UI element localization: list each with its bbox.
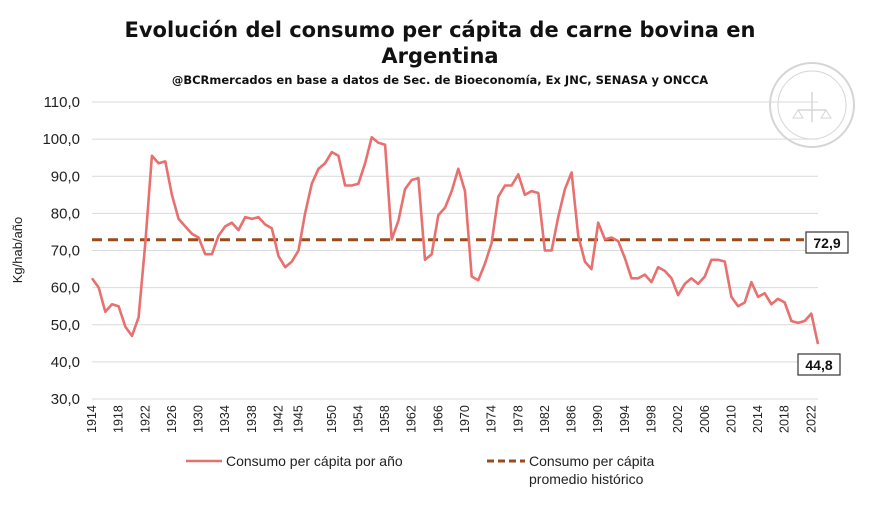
y-tick-label: 90,0 — [51, 168, 80, 185]
x-tick-label: 1970 — [458, 405, 472, 433]
legend-item-average-line1: Consumo per cápita — [529, 453, 655, 469]
x-tick-label: 1962 — [405, 405, 419, 433]
x-tick-label: 2010 — [724, 405, 738, 433]
x-tick-label: 1930 — [192, 405, 206, 433]
y-axis-label: Kg/hab/año — [10, 217, 25, 284]
legend-item-series: Consumo per cápita por año — [226, 453, 403, 469]
x-tick-label: 1982 — [538, 405, 552, 433]
x-tick-label: 1918 — [112, 405, 126, 433]
x-tick-label: 2006 — [698, 405, 712, 433]
x-tick-label: 1942 — [271, 405, 285, 433]
x-tick-label: 1978 — [511, 405, 525, 433]
x-tick-label: 1922 — [138, 405, 152, 433]
x-tick-label: 1934 — [218, 405, 232, 433]
x-tick-label: 1945 — [291, 405, 305, 433]
y-tick-label: 40,0 — [51, 354, 80, 371]
x-tick-label: 2002 — [671, 405, 685, 433]
y-tick-label: 100,0 — [42, 131, 80, 148]
series-line-consumo — [90, 136, 820, 345]
y-tick-label: 80,0 — [51, 205, 80, 222]
x-tick-label: 1974 — [485, 405, 499, 433]
x-tick-label: 1926 — [165, 405, 179, 433]
x-tick-label: 1950 — [325, 405, 339, 433]
legend-item-average-line2: promedio histórico — [529, 471, 644, 487]
y-axis-ticks: 30,0 40,0 50,0 60,0 70,0 80,0 90,0 100,0 110,0 — [42, 94, 80, 408]
chart-title-line1: Evolución del consumo per cápita de carn… — [125, 18, 756, 42]
y-tick-label: 110,0 — [44, 94, 80, 111]
x-tick-label: 2022 — [804, 405, 818, 433]
x-tick-label: 1998 — [644, 405, 658, 433]
x-tick-label: 1954 — [351, 405, 365, 433]
chart-subtitle: @BCRmercados en base a datos de Sec. de … — [172, 73, 708, 87]
x-tick-label: 1958 — [378, 405, 392, 433]
chart-title-line2: Argentina — [381, 44, 498, 68]
grid-lines — [92, 101, 818, 400]
x-tick-label: 1994 — [618, 405, 632, 433]
y-tick-label: 70,0 — [51, 243, 80, 260]
y-tick-label: 60,0 — [51, 280, 80, 297]
annotation-average-box — [805, 231, 849, 254]
y-tick-label: 30,0 — [51, 391, 80, 408]
legend: Consumo per cápita por año Consumo per c… — [186, 453, 655, 487]
x-tick-label: 1938 — [245, 405, 259, 433]
y-tick-label: 50,0 — [51, 317, 80, 334]
watermark-seal — [769, 62, 855, 148]
x-tick-label: 2018 — [778, 405, 792, 433]
x-tick-label: 1986 — [565, 405, 579, 433]
x-axis-ticks: 1914 1918 1922 1926 1930 1934 1938 1942 1945 1950… — [85, 405, 818, 433]
annotation-last: 44,8 — [805, 357, 832, 373]
x-tick-label: 1990 — [591, 405, 605, 433]
x-tick-label: 2014 — [751, 405, 765, 433]
x-tick-label: 1966 — [431, 405, 445, 433]
annotation-average: 72,9 — [813, 235, 840, 251]
annotation-last-box — [797, 353, 841, 376]
x-tick-label: 1914 — [85, 405, 99, 433]
